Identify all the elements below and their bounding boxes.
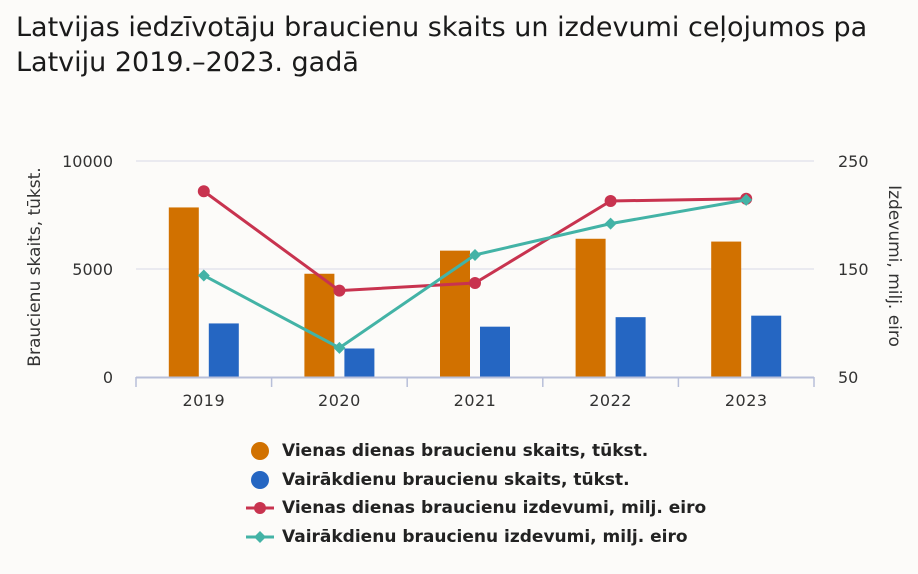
legend-item[interactable]: Vienas dienas braucienu izdevumi, milj. … [244,494,706,523]
y-left-axis-title: Braucienu skaits, tūkst. [25,167,45,366]
x-tick-label: 2020 [318,391,361,410]
bar-one-day-trips [711,241,742,377]
line-point [197,269,210,282]
legend-label: Vairākdienu braucienu skaits, tūkst. [282,469,630,490]
y-right-tick-label: 250 [838,152,869,171]
y-right-tick-label: 50 [838,368,858,387]
legend-symbol [244,470,282,490]
y-right-axis-title: Izdevumi, milj. eiro [884,185,904,347]
legend-label: Vairākdienu braucienu izdevumi, milj. ei… [282,526,688,547]
bar-one-day-trips [575,238,606,377]
bar-one-day-trips [304,273,335,377]
chart-title: Latvijas iedzīvotāju braucienu skaits un… [16,12,868,78]
legend-item[interactable]: Vairākdienu braucienu skaits, tūkst. [244,466,706,495]
line-point [469,277,481,290]
y-left-tick-label: 0 [103,368,113,387]
bar-one-day-trips [440,250,470,377]
line-point [604,217,617,230]
line-multi-day-spending [203,198,747,350]
line-one-day-spending [202,190,747,293]
legend-label: Vienas dienas braucienu izdevumi, milj. … [282,498,707,519]
x-tick-label: 2022 [589,391,632,410]
legend: Vienas dienas braucienu skaits, tūkst. Va… [244,437,706,551]
bar-multi-day-trips [615,317,646,377]
chart-canvas: 0 5000 10000 50 150 250 2019 2020 2021 2022 2023 Br… [25,152,904,410]
line-point [333,284,346,297]
line-series [197,185,753,354]
bar-one-day-trips [168,207,199,377]
legend-symbol [244,527,282,547]
y-right-tick-label: 150 [838,260,869,279]
gridlines [136,160,814,270]
legend-label: Vienas dienas braucienu skaits, tūkst. [282,441,649,462]
axes: 0 5000 10000 50 150 250 2019 2020 2021 2022 2023 Br… [25,152,904,410]
line-point [197,185,210,198]
x-tick-label: 2023 [725,391,768,410]
y-left-tick-label: 5000 [72,260,113,279]
bar-multi-day-trips [480,326,510,377]
legend-item[interactable]: Vienas dienas braucienu skaits, tūkst. [244,437,706,466]
bar-series [168,207,782,377]
line-point [604,194,617,207]
x-tick-label: 2019 [182,391,225,410]
line-point [740,193,753,206]
bar-multi-day-trips [208,323,239,377]
bar-multi-day-trips [751,315,782,377]
legend-symbol [244,441,282,461]
x-tick-label: 2021 [454,391,497,410]
legend-item[interactable]: Vairākdienu braucienu izdevumi, milj. ei… [244,523,706,552]
line-point [469,248,481,261]
legend-symbol [244,498,282,518]
line-point [333,341,346,354]
y-left-tick-label: 10000 [62,152,113,171]
bar-multi-day-trips [344,348,375,377]
